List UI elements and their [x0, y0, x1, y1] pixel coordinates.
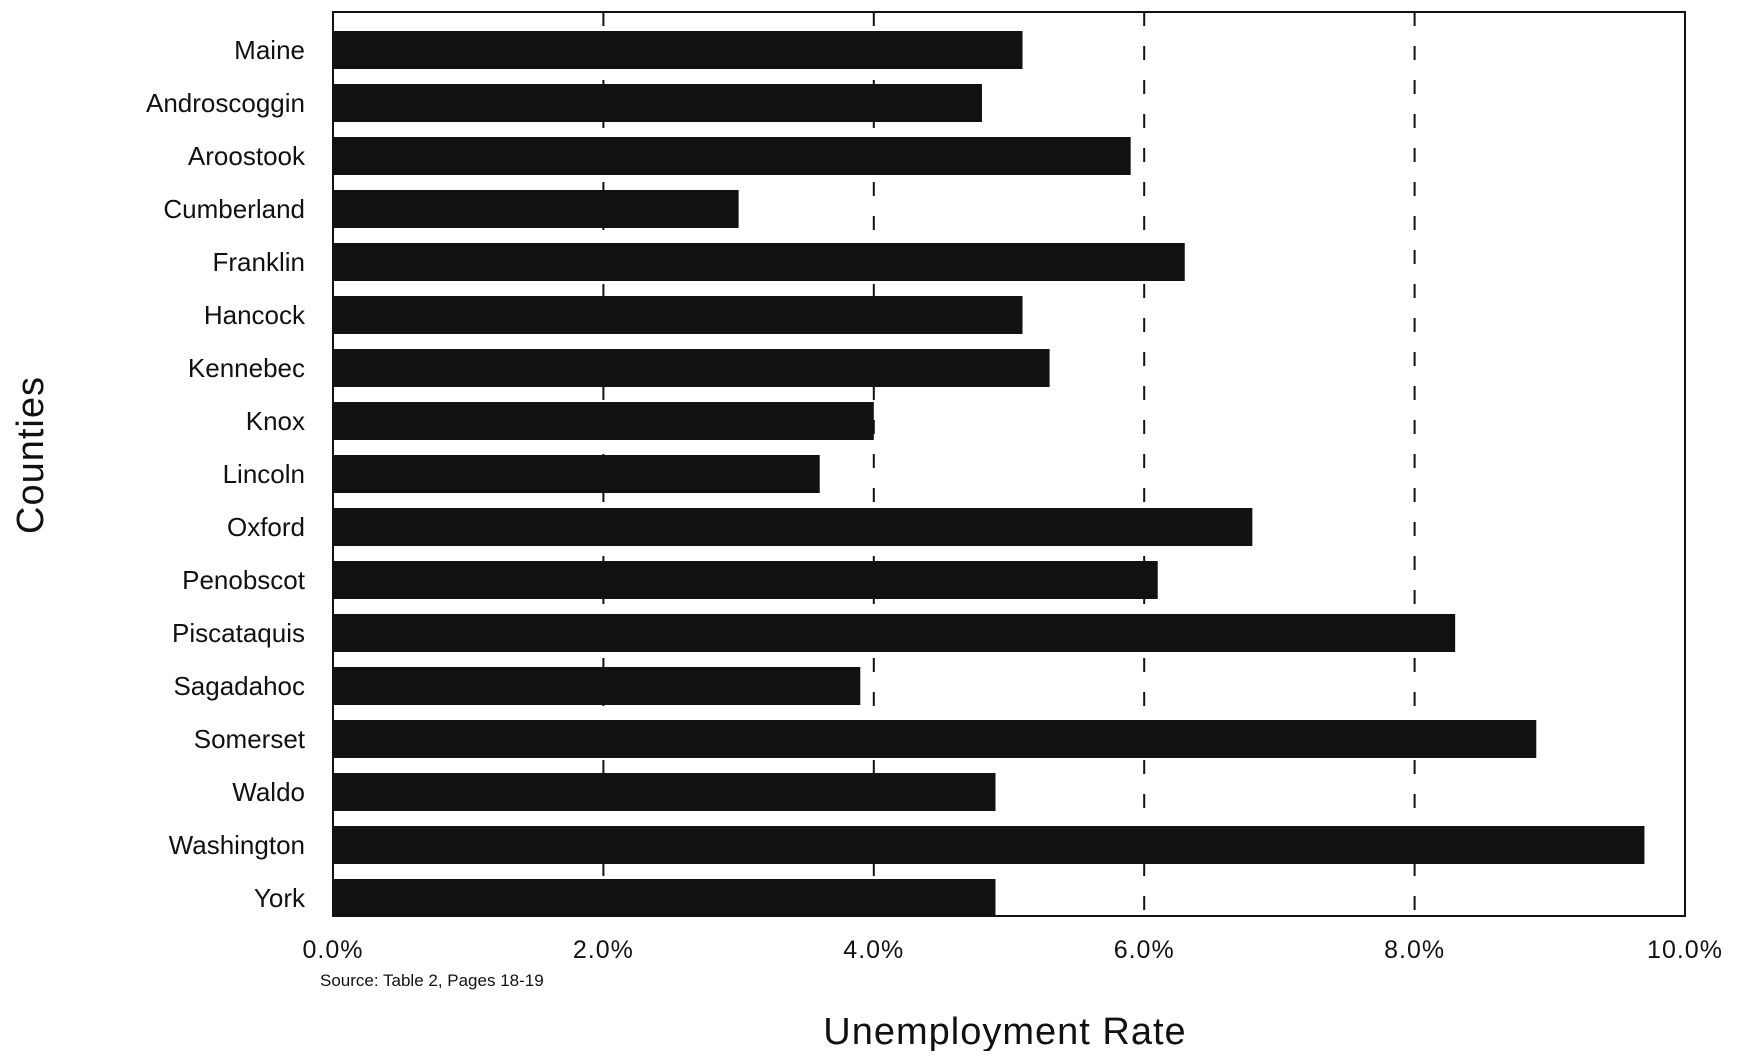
bar-washington: [333, 826, 1645, 864]
x-tick-label: 2.0%: [573, 936, 634, 964]
category-label-franklin: Franklin: [213, 247, 305, 277]
category-label-hancock: Hancock: [204, 300, 306, 330]
category-label-york: York: [254, 883, 306, 913]
category-label-androscoggin: Androscoggin: [146, 88, 305, 118]
bar-kennebec: [333, 349, 1050, 387]
category-label-penobscot: Penobscot: [182, 565, 306, 595]
source-note: Source: Table 2, Pages 18-19: [320, 971, 544, 990]
x-axis-title: Unemployment Rate: [823, 1011, 1186, 1051]
y-axis-title: Counties: [10, 376, 52, 534]
bar-sagadahoc: [333, 667, 861, 705]
category-label-somerset: Somerset: [194, 724, 306, 754]
category-label-oxford: Oxford: [227, 512, 305, 542]
bar-oxford: [333, 508, 1253, 546]
bar-penobscot: [333, 561, 1158, 599]
category-label-washington: Washington: [169, 830, 305, 860]
plot-frame: [332, 11, 1686, 917]
category-label-maine: Maine: [234, 35, 305, 65]
category-label-aroostook: Aroostook: [188, 141, 306, 171]
bar-york: [333, 879, 996, 917]
category-label-sagadahoc: Sagadahoc: [173, 671, 305, 701]
bar-androscoggin: [333, 84, 982, 122]
category-labels: Maine Androscoggin Aroostook Cumberland Fran…: [146, 35, 306, 913]
category-label-waldo: Waldo: [232, 777, 305, 807]
category-label-cumberland: Cumberland: [163, 194, 305, 224]
category-label-lincoln: Lincoln: [223, 459, 305, 489]
x-tick-label: 0.0%: [303, 936, 364, 964]
bar-somerset: [333, 720, 1537, 758]
bar-piscataquis: [333, 614, 1456, 652]
x-tick-label: 6.0%: [1114, 936, 1175, 964]
x-tick-labels: 0.0% 2.0% 4.0% 6.0% 8.0% 10.0%: [303, 936, 1723, 964]
category-label-knox: Knox: [246, 406, 305, 436]
bar-franklin: [333, 243, 1185, 281]
category-label-piscataquis: Piscataquis: [172, 618, 305, 648]
x-tick-label: 10.0%: [1647, 936, 1723, 964]
bar-hancock: [333, 296, 1023, 334]
x-tick-label: 4.0%: [843, 936, 904, 964]
bar-aroostook: [333, 137, 1131, 175]
bars: [333, 31, 1645, 917]
bar-knox: [333, 402, 874, 440]
bar-lincoln: [333, 455, 820, 493]
bar-cumberland: [333, 190, 739, 228]
category-label-kennebec: Kennebec: [188, 353, 305, 383]
bar-maine: [333, 31, 1023, 69]
bar-waldo: [333, 773, 996, 811]
x-tick-label: 8.0%: [1384, 936, 1445, 964]
